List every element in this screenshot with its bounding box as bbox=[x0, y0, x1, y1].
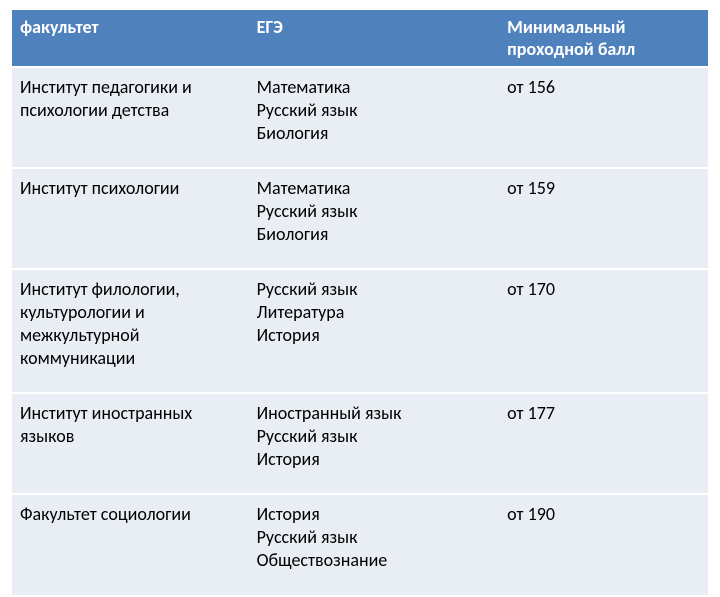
subject-line: Литература bbox=[257, 301, 492, 324]
cell-subjects: МатематикаРусский языкБиология bbox=[249, 67, 500, 168]
table-header-row: факультет ЕГЭ Минимальный проходной балл bbox=[12, 10, 708, 67]
cell-faculty: Институт филологии, культурологии и межк… bbox=[12, 269, 249, 393]
cell-subjects: Иностранный языкРусский языкИстория bbox=[249, 393, 500, 494]
cell-score: от 156 bbox=[499, 67, 708, 168]
table-body: Институт педагогики и психологии детства… bbox=[12, 67, 708, 596]
cell-faculty: Факультет социологии bbox=[12, 494, 249, 595]
subject-line: Математика bbox=[257, 76, 492, 99]
cell-faculty: Институт психологии bbox=[12, 168, 249, 269]
subject-line: Русский язык bbox=[257, 99, 492, 122]
cell-subjects: МатематикаРусский языкБиология bbox=[249, 168, 500, 269]
cell-subjects: ИсторияРусский языкОбществознание bbox=[249, 494, 500, 595]
subject-line: Биология bbox=[257, 122, 492, 145]
subject-line: Русский язык bbox=[257, 278, 492, 301]
cell-score: от 190 bbox=[499, 494, 708, 595]
col-header-exams: ЕГЭ bbox=[249, 10, 500, 67]
subject-line: Математика bbox=[257, 177, 492, 200]
cell-faculty: Институт иностранных языков bbox=[12, 393, 249, 494]
subject-line: Иностранный язык bbox=[257, 402, 492, 425]
subject-line: История bbox=[257, 503, 492, 526]
table-row: Институт педагогики и психологии детства… bbox=[12, 67, 708, 168]
cell-subjects: Русский языкЛитератураИстория bbox=[249, 269, 500, 393]
cell-score: от 177 bbox=[499, 393, 708, 494]
subject-line: Русский язык bbox=[257, 425, 492, 448]
subject-line: Русский язык bbox=[257, 200, 492, 223]
col-header-score: Минимальный проходной балл bbox=[499, 10, 708, 67]
subject-line: История bbox=[257, 448, 492, 471]
table-row: Институт психологииМатематикаРусский язы… bbox=[12, 168, 708, 269]
cell-score: от 170 bbox=[499, 269, 708, 393]
cell-faculty: Институт педагогики и психологии детства bbox=[12, 67, 249, 168]
table-row: Институт филологии, культурологии и межк… bbox=[12, 269, 708, 393]
subject-line: Обществознание bbox=[257, 549, 492, 572]
subject-line: История bbox=[257, 324, 492, 347]
subject-line: Русский язык bbox=[257, 526, 492, 549]
col-header-faculty: факультет bbox=[12, 10, 249, 67]
cell-score: от 159 bbox=[499, 168, 708, 269]
subject-line: Биология bbox=[257, 223, 492, 246]
admissions-table: факультет ЕГЭ Минимальный проходной балл… bbox=[12, 10, 708, 597]
table-row: Факультет социологииИсторияРусский языкО… bbox=[12, 494, 708, 595]
table-row: Институт иностранных языковИностранный я… bbox=[12, 393, 708, 494]
